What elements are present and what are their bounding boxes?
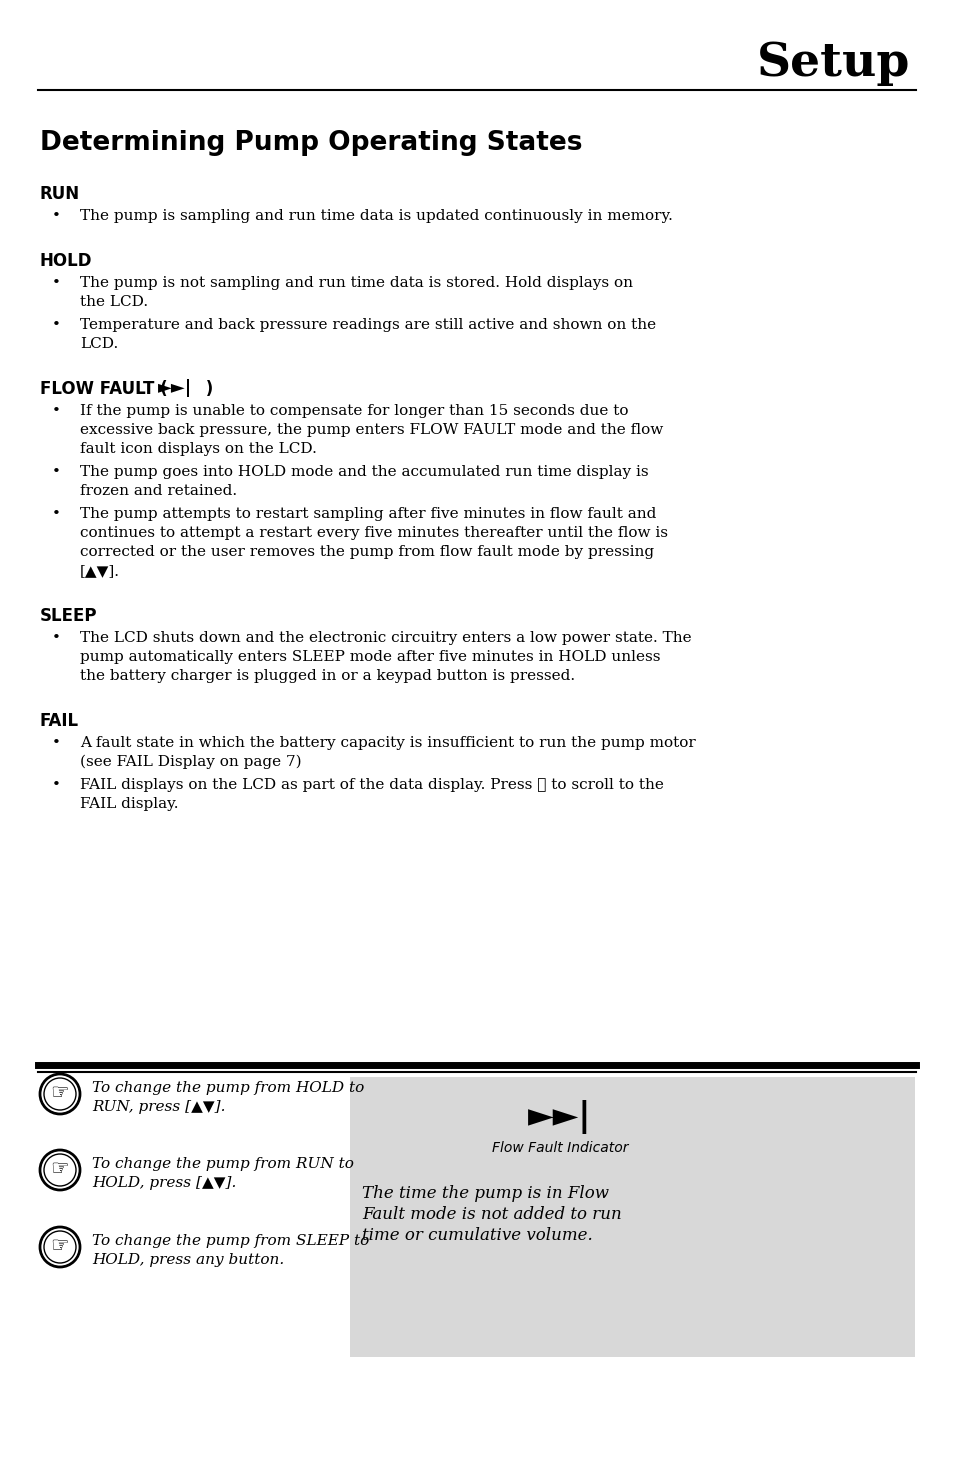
Text: HOLD: HOLD xyxy=(40,252,92,270)
Text: ): ) xyxy=(200,381,213,398)
Text: frozen and retained.: frozen and retained. xyxy=(80,484,237,499)
Text: The LCD shuts down and the electronic circuitry enters a low power state. The: The LCD shuts down and the electronic ci… xyxy=(80,631,691,645)
Text: excessive back pressure, the pump enters FLOW FAULT mode and the flow: excessive back pressure, the pump enters… xyxy=(80,423,662,437)
Text: The pump is not sampling and run time data is stored. Hold displays on: The pump is not sampling and run time da… xyxy=(80,276,633,291)
Circle shape xyxy=(44,1078,76,1111)
Text: HOLD, press any button.: HOLD, press any button. xyxy=(91,1252,284,1267)
Text: Flow Fault Indicator: Flow Fault Indicator xyxy=(491,1142,628,1155)
Text: ☞: ☞ xyxy=(51,1159,70,1179)
Text: •: • xyxy=(52,276,61,291)
Circle shape xyxy=(40,1074,80,1114)
Text: The pump goes into HOLD mode and the accumulated run time display is: The pump goes into HOLD mode and the acc… xyxy=(80,465,648,479)
Text: [▲▼].: [▲▼]. xyxy=(80,563,120,578)
Text: Setup: Setup xyxy=(756,40,909,86)
Text: •: • xyxy=(52,631,61,645)
Text: RUN, press [▲▼].: RUN, press [▲▼]. xyxy=(91,1100,225,1114)
Text: FAIL display.: FAIL display. xyxy=(80,796,178,811)
Text: •: • xyxy=(52,209,61,223)
Circle shape xyxy=(44,1153,76,1186)
Text: continues to attempt a restart every five minutes thereafter until the flow is: continues to attempt a restart every fiv… xyxy=(80,527,667,540)
Text: To change the pump from SLEEP to: To change the pump from SLEEP to xyxy=(91,1235,369,1248)
Text: HOLD, press [▲▼].: HOLD, press [▲▼]. xyxy=(91,1176,236,1190)
FancyBboxPatch shape xyxy=(350,1077,914,1357)
Text: •: • xyxy=(52,404,61,417)
Text: The time the pump is in Flow: The time the pump is in Flow xyxy=(361,1184,608,1202)
Text: ☞: ☞ xyxy=(51,1236,70,1257)
Text: FAIL displays on the LCD as part of the data display. Press ✱ to scroll to the: FAIL displays on the LCD as part of the … xyxy=(80,777,663,792)
Text: pump automatically enters SLEEP mode after five minutes in HOLD unless: pump automatically enters SLEEP mode aft… xyxy=(80,650,659,664)
Text: fault icon displays on the LCD.: fault icon displays on the LCD. xyxy=(80,442,316,456)
Text: the LCD.: the LCD. xyxy=(80,295,148,308)
Text: A fault state in which the battery capacity is insufficient to run the pump moto: A fault state in which the battery capac… xyxy=(80,736,695,749)
Circle shape xyxy=(40,1227,80,1267)
Text: Fault mode is not added to run: Fault mode is not added to run xyxy=(361,1207,621,1223)
Circle shape xyxy=(40,1150,80,1190)
Text: LCD.: LCD. xyxy=(80,336,118,351)
Text: •: • xyxy=(52,777,61,792)
Text: The pump attempts to restart sampling after five minutes in flow fault and: The pump attempts to restart sampling af… xyxy=(80,507,656,521)
Text: the battery charger is plugged in or a keypad button is pressed.: the battery charger is plugged in or a k… xyxy=(80,670,575,683)
Text: ►►|: ►►| xyxy=(528,1100,591,1134)
Text: To change the pump from HOLD to: To change the pump from HOLD to xyxy=(91,1081,364,1094)
Text: •: • xyxy=(52,736,61,749)
Text: RUN: RUN xyxy=(40,184,80,204)
Text: ☞: ☞ xyxy=(51,1083,70,1103)
Text: FLOW FAULT (: FLOW FAULT ( xyxy=(40,381,168,398)
Text: •: • xyxy=(52,465,61,479)
Text: SLEEP: SLEEP xyxy=(40,608,97,625)
Text: •: • xyxy=(52,507,61,521)
Text: ►►|: ►►| xyxy=(158,379,193,397)
Text: FAIL: FAIL xyxy=(40,712,79,730)
Circle shape xyxy=(44,1232,76,1263)
Text: Temperature and back pressure readings are still active and shown on the: Temperature and back pressure readings a… xyxy=(80,319,656,332)
Text: time or cumulative volume.: time or cumulative volume. xyxy=(361,1227,592,1243)
Text: corrected or the user removes the pump from flow fault mode by pressing: corrected or the user removes the pump f… xyxy=(80,544,654,559)
Text: The pump is sampling and run time data is updated continuously in memory.: The pump is sampling and run time data i… xyxy=(80,209,672,223)
Text: To change the pump from RUN to: To change the pump from RUN to xyxy=(91,1156,354,1171)
Text: (see FAIL Display on page 7): (see FAIL Display on page 7) xyxy=(80,755,301,770)
Text: If the pump is unable to compensate for longer than 15 seconds due to: If the pump is unable to compensate for … xyxy=(80,404,628,417)
Text: •: • xyxy=(52,319,61,332)
Text: Determining Pump Operating States: Determining Pump Operating States xyxy=(40,130,582,156)
